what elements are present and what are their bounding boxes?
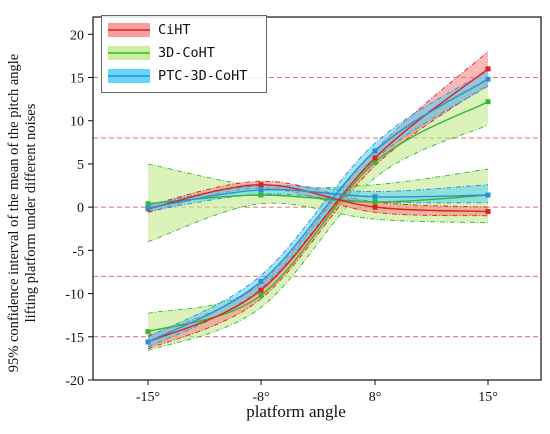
data-point — [372, 148, 378, 154]
data-point — [145, 339, 151, 345]
band-lower-edge — [147, 85, 489, 348]
band-lower-edge — [147, 202, 489, 243]
y-tick-label: 5 — [77, 158, 84, 173]
data-point — [372, 199, 378, 205]
x-tick-label: 15° — [478, 390, 498, 405]
legend-label-ptc-3d-coht: PTC-3D-CoHT — [158, 68, 248, 84]
band-lower-edge — [147, 193, 489, 212]
data-point — [258, 192, 264, 198]
mean-line — [147, 188, 489, 209]
mean-line — [147, 78, 489, 343]
y-tick-label: -20 — [65, 374, 84, 389]
confidence-band — [148, 184, 488, 212]
x-tick-label: -8° — [252, 390, 269, 405]
y-tick-label: -10 — [65, 288, 84, 303]
y-axis-label: 95% confidence interval of the mean of t… — [6, 43, 40, 383]
legend-swatch-ptc-3d-coht — [108, 69, 150, 83]
data-point — [145, 329, 151, 335]
legend-label-3d-coht: 3D-CoHT — [158, 45, 215, 61]
band-upper-edge — [147, 70, 489, 338]
axes: -20 -15 -10 -5 0 5 10 15 20 -15° -8° 8° 15° — [65, 16, 542, 405]
data-point — [485, 76, 491, 82]
confidence-bands — [147, 51, 489, 352]
data-point — [258, 292, 264, 298]
data-point — [372, 155, 378, 161]
confidence-band — [148, 77, 488, 351]
x-tick-label: 8° — [369, 390, 382, 405]
mean-line — [147, 68, 489, 343]
data-point — [258, 187, 264, 193]
mean-line — [147, 101, 489, 333]
data-point — [485, 192, 491, 198]
y-tick-label: 15 — [70, 72, 84, 87]
data-points — [145, 66, 491, 345]
data-point — [145, 201, 151, 207]
data-point — [258, 278, 264, 284]
y-tick-label: -5 — [72, 244, 84, 259]
x-axis-label: platform angle — [246, 402, 346, 421]
data-point — [258, 287, 264, 293]
data-point — [145, 205, 151, 211]
legend: CiHT 3D-CoHT PTC-3D-CoHT — [101, 15, 267, 93]
legend-swatch-3d-coht — [108, 46, 150, 60]
mean-lines — [147, 68, 489, 343]
y-axis-label-line-1: 95% confidence interval of the mean of t… — [6, 53, 22, 373]
legend-swatch-ciht — [108, 23, 150, 37]
data-point — [372, 194, 378, 200]
legend-label-ciht: CiHT — [158, 22, 191, 38]
y-tick-label: 20 — [70, 28, 84, 43]
confidence-band — [148, 163, 488, 242]
x-tick-label: -15° — [136, 390, 160, 405]
band-lower-edge — [147, 124, 489, 352]
data-point — [485, 66, 491, 72]
y-tick-label: -15 — [65, 331, 84, 346]
plot-frame — [92, 16, 542, 381]
y-tick-label: 10 — [70, 115, 84, 130]
data-point — [372, 204, 378, 210]
y-axis-label-line-2: lifting platform under different noises — [23, 103, 39, 323]
data-point — [485, 99, 491, 105]
data-point — [485, 208, 491, 214]
mean-line — [147, 183, 489, 213]
data-point — [258, 182, 264, 188]
band-lower-edge — [147, 84, 489, 350]
data-point — [372, 159, 378, 165]
y-tick-label: 0 — [77, 201, 84, 216]
